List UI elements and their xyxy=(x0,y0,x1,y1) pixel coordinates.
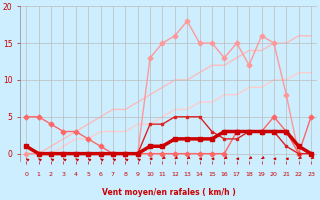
X-axis label: Vent moyen/en rafales ( km/h ): Vent moyen/en rafales ( km/h ) xyxy=(102,188,236,197)
